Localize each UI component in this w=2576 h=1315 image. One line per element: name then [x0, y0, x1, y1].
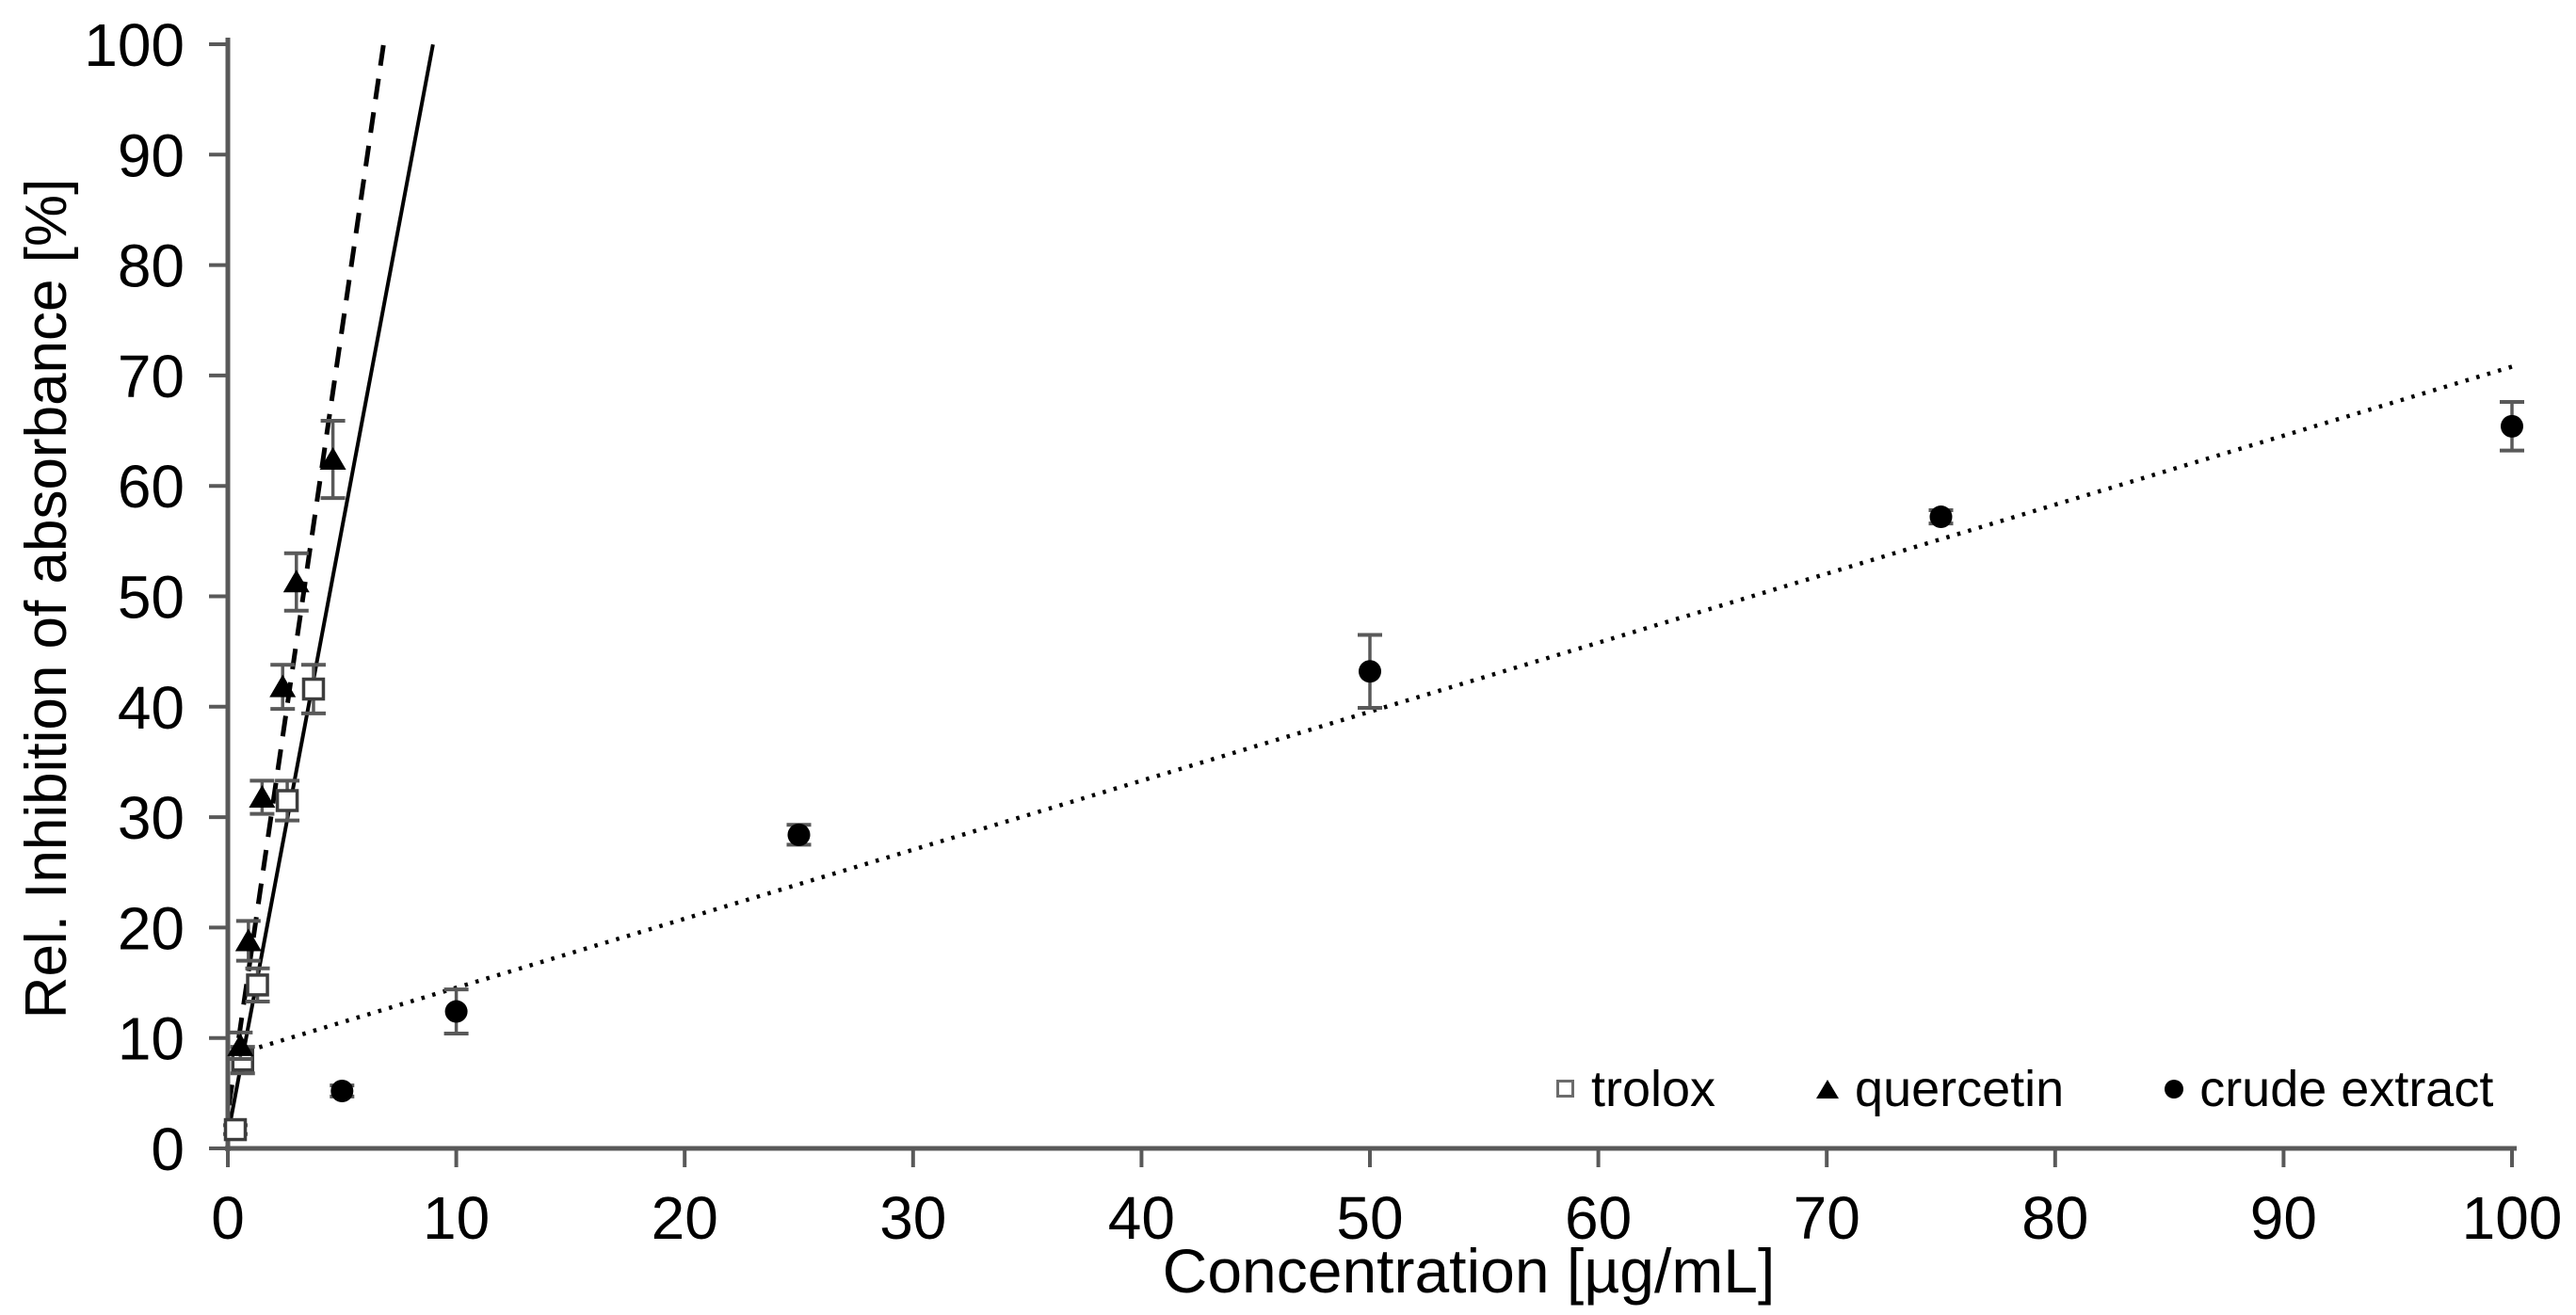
- x-tick-label: 60: [1565, 1184, 1632, 1252]
- data-point-crude-extract: [2501, 414, 2523, 438]
- data-point-quercetin: [269, 674, 297, 698]
- data-point-trolox: [223, 1117, 248, 1142]
- filled-circle-icon: [2165, 1080, 2184, 1099]
- x-tick-label: 30: [879, 1184, 946, 1252]
- x-tick-label: 10: [423, 1184, 490, 1252]
- x-tick-label: 20: [652, 1184, 718, 1252]
- legend-item-trolox: trolox: [1555, 1060, 1715, 1118]
- data-point-trolox: [301, 677, 326, 701]
- trendline-trolox: [226, 43, 435, 1136]
- legend-item-crude-extract: crude extract: [2164, 1060, 2493, 1118]
- x-tick-label: 0: [211, 1184, 245, 1252]
- y-tick-label: 70: [118, 343, 185, 410]
- data-point-crude-extract: [330, 1080, 354, 1103]
- y-tick-label: 60: [118, 453, 185, 521]
- y-tick-label: 90: [118, 121, 185, 189]
- y-axis-title: Rel. Inhibition of absorbance [%]: [14, 179, 79, 1019]
- plot-layer: 0 10 20 30 40 50 60 70 80 90 100 0 10 20 30 40 50 60 70 80 9…: [84, 11, 2562, 1252]
- legend-label-trolox: trolox: [1591, 1061, 1716, 1117]
- legend-label-quercetin: quercetin: [1855, 1061, 2065, 1117]
- data-point-crude-extract: [787, 823, 811, 846]
- legend-label-crude-extract: crude extract: [2199, 1061, 2494, 1117]
- data-point-quercetin: [249, 784, 276, 808]
- y-tick-label: 10: [118, 1005, 185, 1073]
- data-point-crude-extract: [1359, 660, 1381, 683]
- legend-item-quercetin: quercetin: [1815, 1060, 2064, 1118]
- x-tick-label: 80: [2021, 1184, 2088, 1252]
- y-tick-label: 30: [118, 784, 185, 852]
- data-point-crude-extract: [1929, 505, 1953, 529]
- open-square-icon: [1556, 1080, 1574, 1098]
- x-tick-label: 40: [1108, 1184, 1175, 1252]
- x-tick-label: 50: [1336, 1184, 1403, 1252]
- y-tick-label: 40: [118, 674, 185, 742]
- data-point-quercetin: [319, 447, 346, 471]
- x-tick-label: 70: [1794, 1184, 1860, 1252]
- data-point-trolox: [246, 973, 269, 997]
- data-point-quercetin: [234, 928, 262, 952]
- y-tick-label: 0: [151, 1115, 185, 1183]
- y-tick-label: 80: [118, 233, 185, 300]
- x-tick-label: 100: [2462, 1184, 2563, 1252]
- x-axis-title: Concentration [µg/mL]: [1163, 1236, 1776, 1306]
- data-point-crude-extract: [444, 1000, 468, 1023]
- y-tick-label: 20: [118, 894, 185, 962]
- legend: trolox quercetin crude extract: [1555, 1060, 2493, 1118]
- filled-triangle-icon: [1816, 1080, 1840, 1099]
- y-tick-label: 50: [118, 564, 185, 632]
- y-tick-label: 100: [84, 11, 185, 79]
- trendline-quercetin: [226, 43, 386, 1106]
- data-point-quercetin: [227, 1033, 254, 1056]
- data-point-trolox: [275, 789, 299, 812]
- data-point-quercetin: [282, 569, 310, 593]
- x-tick-label: 90: [2250, 1184, 2317, 1252]
